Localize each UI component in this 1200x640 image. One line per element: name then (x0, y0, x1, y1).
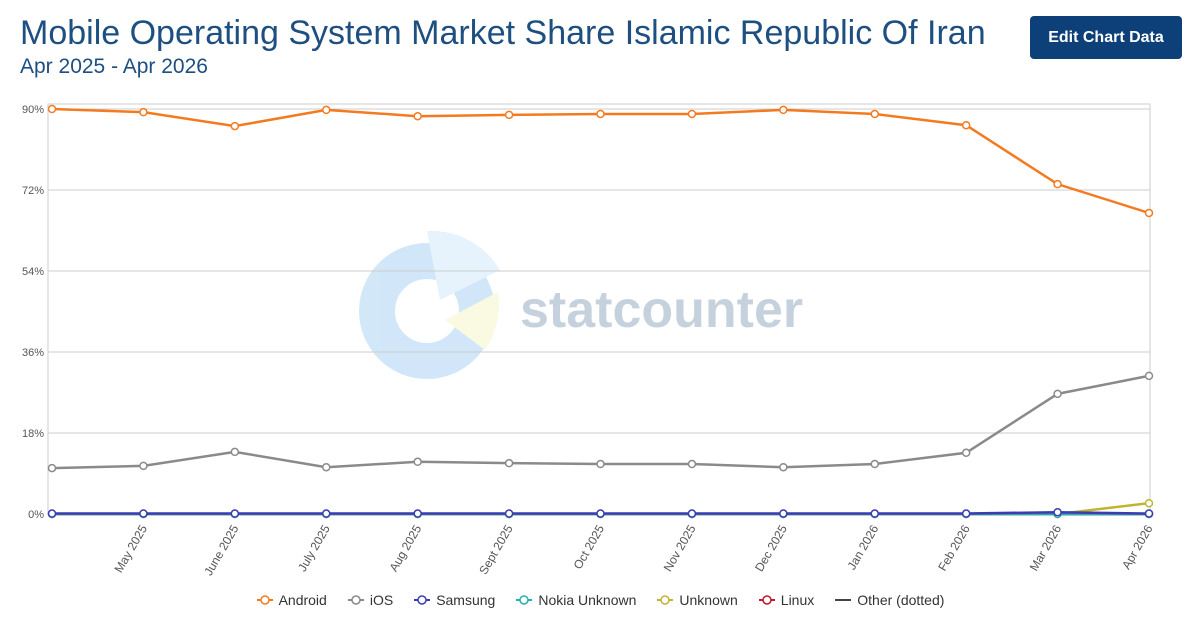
watermark-text: statcounter (520, 281, 803, 339)
x-tick-label: Nov 2025 (661, 522, 699, 574)
legend-icon (256, 595, 273, 605)
data-point (779, 105, 788, 115)
data-point (870, 109, 879, 119)
data-point (322, 462, 331, 472)
y-tick-label: 36% (22, 347, 44, 359)
data-point (1144, 208, 1154, 218)
legend-item: Android (256, 592, 327, 608)
legend-item: Unknown (656, 592, 738, 608)
legend-item: Linux (758, 592, 814, 608)
x-tick-label: July 2025 (295, 522, 333, 574)
x-tick-label: Oct 2025 (571, 522, 608, 571)
data-point (596, 109, 605, 119)
data-point (687, 109, 697, 119)
data-point (139, 107, 148, 117)
legend-marker (519, 595, 530, 605)
data-point (870, 509, 879, 518)
legend-icon (516, 595, 533, 605)
data-point (596, 509, 605, 518)
y-tick-label: 0% (28, 509, 44, 521)
legend-label: iOS (369, 592, 394, 608)
data-point (870, 459, 879, 469)
edit-chart-data-button[interactable]: Edit Chart Data (1030, 16, 1182, 59)
data-point (47, 463, 57, 473)
data-point (230, 447, 240, 457)
y-tick-label: 18% (22, 428, 44, 440)
data-point (322, 509, 331, 518)
legend-label: Unknown (679, 592, 738, 608)
legend-marker (417, 595, 427, 605)
series-line (51, 374, 1150, 470)
legend-item: Samsung (413, 592, 495, 608)
legend-label: Other (dotted) (857, 592, 945, 608)
data-point (413, 457, 422, 467)
x-tick-label: Jan 2026 (845, 522, 882, 572)
data-point (47, 509, 57, 518)
data-point (139, 509, 148, 518)
data-point (779, 509, 788, 518)
x-tick-label: Sept 2025 (476, 522, 516, 577)
x-tick-label: Dec 2025 (752, 522, 790, 574)
data-point (779, 462, 788, 472)
legend-marker (259, 595, 270, 605)
y-tick-label: 54% (22, 266, 44, 278)
data-point (413, 111, 422, 121)
legend-item: Other (dotted) (834, 592, 944, 608)
legend-label: Nokia Unknown (538, 592, 637, 608)
x-tick-label: Mar 2026 (1027, 522, 1065, 573)
data-point (687, 459, 697, 469)
data-point (596, 459, 605, 469)
legend-item: Nokia Unknown (515, 592, 636, 608)
series-line (51, 107, 1150, 215)
data-point (961, 120, 971, 130)
x-tick-label: May 2025 (112, 522, 151, 575)
data-point (230, 509, 240, 518)
data-point (413, 509, 422, 518)
data-point (961, 448, 971, 458)
legend-marker (351, 595, 361, 605)
legend-label: Linux (780, 592, 815, 608)
x-tick-label: Apr 2026 (1119, 522, 1156, 571)
data-point (961, 509, 971, 518)
legend-marker (762, 595, 772, 605)
legend-item: iOS (347, 592, 393, 608)
legend-icon (347, 595, 364, 605)
legend-icon (657, 595, 674, 605)
data-point (230, 121, 240, 131)
data-point (504, 458, 514, 468)
legend-icon (835, 599, 852, 601)
data-point (1144, 371, 1154, 381)
y-tick-label: 90% (22, 104, 44, 116)
chart-title: Mobile Operating System Market Share Isl… (20, 14, 986, 52)
x-tick-label: Aug 2025 (386, 522, 424, 574)
legend-icon (758, 595, 775, 605)
x-tick-label: June 2025 (201, 522, 241, 578)
data-point (1144, 509, 1154, 518)
data-point (504, 110, 514, 120)
data-point (1053, 507, 1062, 517)
legend-icon (414, 595, 431, 605)
data-point (1053, 179, 1062, 189)
data-point (1053, 389, 1062, 399)
data-point (1144, 498, 1154, 508)
y-tick-label: 72% (22, 185, 44, 197)
data-point (504, 509, 514, 518)
data-point (322, 105, 331, 115)
legend: Android iOS Samsung Nokia Unknown Unknown Lin… (0, 592, 1200, 608)
chart-subtitle: Apr 2025 - Apr 2026 (20, 55, 208, 78)
watermark: statcounter (359, 230, 803, 379)
data-point (139, 461, 148, 471)
x-tick-label: Feb 2026 (935, 522, 973, 573)
data-point (47, 104, 57, 114)
legend-marker (660, 595, 671, 605)
legend-label: Samsung (436, 592, 496, 608)
data-point (687, 509, 697, 518)
legend-label: Android (278, 592, 327, 608)
